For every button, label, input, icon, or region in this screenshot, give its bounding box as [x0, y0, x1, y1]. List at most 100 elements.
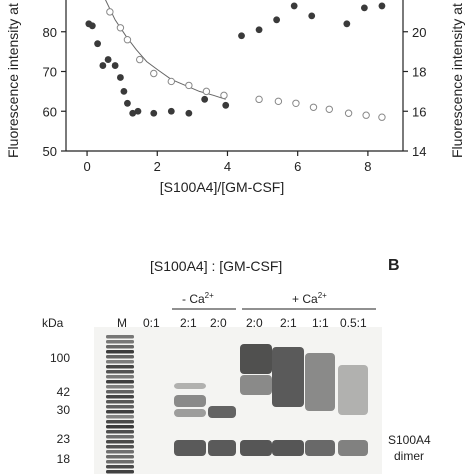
gel-band — [272, 347, 304, 407]
open-point — [168, 78, 174, 84]
filled-point — [94, 40, 101, 47]
filled-point — [168, 108, 175, 115]
ladder-band — [106, 400, 134, 404]
x-tick-label-6: 6 — [294, 159, 301, 174]
gel-band — [240, 375, 272, 395]
gel-band — [240, 440, 272, 456]
gel-band — [208, 406, 236, 418]
open-point — [137, 56, 143, 62]
band-label-dimer: dimer — [394, 449, 424, 463]
filled-point — [105, 56, 112, 63]
ladder-band — [106, 340, 134, 344]
open-point — [363, 112, 369, 118]
filled-point — [185, 110, 192, 117]
gel-band — [272, 440, 304, 456]
ladder-band — [106, 465, 134, 469]
gel-band — [208, 440, 236, 456]
gel-band — [174, 395, 206, 407]
open-point — [256, 96, 262, 102]
ladder-band — [106, 345, 134, 349]
ladder-band — [106, 380, 134, 384]
ladder-band — [106, 440, 134, 444]
open-point — [151, 70, 157, 76]
open-point — [275, 98, 281, 104]
open-point — [293, 100, 299, 106]
ladder-band — [106, 425, 134, 429]
axis-ticks: 0 2 4 6 8 50 60 70 80 14 16 18 20 — [43, 25, 427, 174]
ladder-band — [106, 395, 134, 399]
y-left-tick-label-50: 50 — [43, 144, 57, 159]
filled-point — [99, 62, 106, 69]
gel-band — [174, 383, 206, 389]
mw-marker-23: 23 — [40, 432, 70, 446]
filled-point — [124, 100, 131, 107]
mw-marker-42: 42 — [40, 385, 70, 399]
open-point — [186, 82, 192, 88]
ladder-band — [106, 405, 134, 409]
y-axis-right-label: Fluorescence intensity at 3 — [449, 0, 465, 158]
gel-band — [174, 409, 206, 417]
lane-label-0-1: 0:1 — [143, 316, 160, 330]
ladder-band — [106, 445, 134, 449]
filled-point — [361, 5, 368, 12]
ladder-band — [106, 375, 134, 379]
fluorescence-chart: 0 2 4 6 8 50 60 70 80 14 16 18 20 Fluorescence inten… — [0, 0, 474, 255]
filled-point — [89, 22, 96, 29]
gel-band — [338, 365, 368, 415]
gel-band — [174, 440, 206, 456]
ladder-band — [106, 350, 134, 354]
open-point — [203, 88, 209, 94]
mw-marker-30: 30 — [40, 403, 70, 417]
ladder-band — [106, 390, 134, 394]
open-point — [379, 114, 385, 120]
mw-marker-100: 100 — [40, 351, 70, 365]
x-axis-label: [S100A4]/[GM-CSF] — [160, 179, 284, 195]
y-right-tick-label-18: 18 — [412, 65, 426, 80]
filled-point — [121, 88, 128, 95]
fit-curve — [94, 0, 226, 99]
ladder-band — [106, 455, 134, 459]
y-right-tick-label-14: 14 — [412, 144, 426, 159]
lane-label-2-0-ca: 2:0 — [246, 316, 263, 330]
ladder-band — [106, 385, 134, 389]
ladder-band — [106, 410, 134, 414]
gel-band — [305, 440, 335, 456]
open-point — [124, 37, 130, 43]
ladder-band — [106, 430, 134, 434]
fit-curve-line — [94, 0, 226, 99]
open-point — [326, 106, 332, 112]
y-right-tick-label-20: 20 — [412, 25, 426, 40]
x-tick-label-4: 4 — [224, 159, 231, 174]
ladder-band — [106, 420, 134, 424]
filled-point — [256, 26, 263, 33]
filled-point — [112, 62, 119, 69]
band-label-s100a4: S100A4 — [388, 433, 431, 447]
kda-label: kDa — [42, 316, 63, 330]
filled-point — [238, 32, 245, 39]
x-tick-label-2: 2 — [154, 159, 161, 174]
open-point — [117, 25, 123, 31]
ladder-band — [106, 415, 134, 419]
y-left-tick-label-80: 80 — [43, 25, 57, 40]
lane-label-M: M — [117, 316, 127, 330]
open-point — [345, 110, 351, 116]
x-tick-label-0: 0 — [83, 159, 90, 174]
y-left-tick-label-70: 70 — [43, 65, 57, 80]
lane-label-2-1-ca: 2:1 — [280, 316, 297, 330]
open-point — [107, 9, 113, 15]
filled-point — [117, 74, 124, 81]
ladder-band — [106, 370, 134, 374]
data-points — [85, 0, 385, 120]
ladder-band — [106, 355, 134, 359]
ladder-band — [106, 460, 134, 464]
filled-point — [343, 20, 350, 27]
ladder-band — [106, 365, 134, 369]
lane-label-05-1-ca: 0.5:1 — [340, 316, 367, 330]
ladder-band — [106, 450, 134, 454]
ladder-band — [106, 335, 134, 339]
gel-band — [338, 440, 368, 456]
filled-point — [379, 3, 386, 10]
lane-label-2-0-noca: 2:0 — [210, 316, 227, 330]
lane-label-1-1-ca: 1:1 — [312, 316, 329, 330]
ladder-band — [106, 470, 134, 474]
